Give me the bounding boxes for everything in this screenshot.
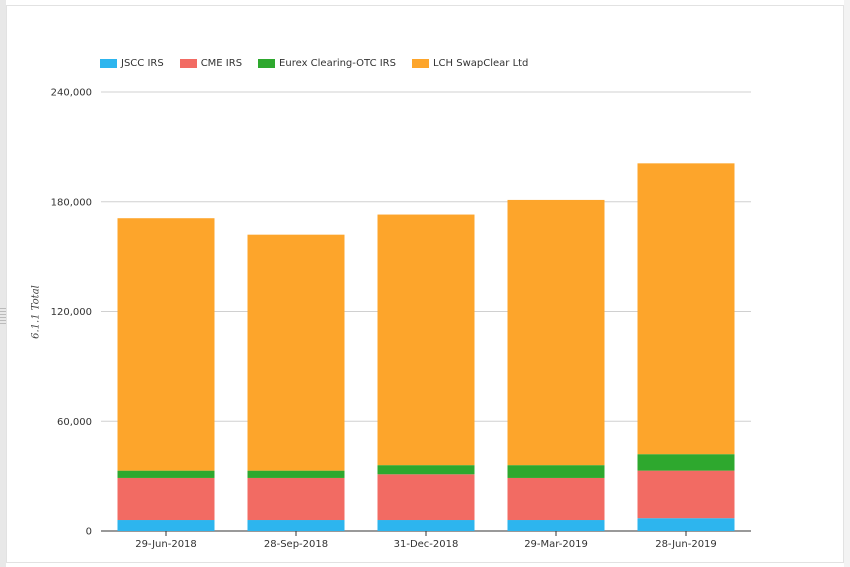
bar-segment <box>377 214 475 466</box>
bar-segment <box>507 465 605 478</box>
bar-segment <box>117 477 215 521</box>
legend-label: JSCC IRS <box>121 58 164 69</box>
legend-swatch <box>411 59 429 68</box>
y-tick-label: 180,000 <box>51 197 92 208</box>
legend-item-lch[interactable]: LCH SwapClear Ltd <box>411 58 529 69</box>
y-tick-label: 0 <box>86 527 92 538</box>
bar-segment <box>117 218 215 471</box>
y-tick-label: 240,000 <box>51 88 92 99</box>
bar-segment <box>637 163 735 455</box>
bar-segment <box>637 454 735 471</box>
resize-handle[interactable] <box>0 308 6 324</box>
right-panel-edge <box>844 0 850 567</box>
y-tick-label: 60,000 <box>57 417 92 428</box>
legend-item-jscc[interactable]: JSCC IRS <box>100 58 164 69</box>
x-tick-label: 28-Sep-2018 <box>264 539 328 550</box>
legend-label: CME IRS <box>200 58 243 69</box>
x-tick-label: 29-Jun-2018 <box>135 539 197 550</box>
x-tick-label: 29-Mar-2019 <box>524 539 588 550</box>
bar-segment <box>507 477 605 521</box>
bar-segment <box>247 477 345 521</box>
bar-segment <box>637 470 735 519</box>
bar-segment <box>117 520 215 531</box>
legend-item-eurex[interactable]: Eurex Clearing-OTC IRS <box>258 58 396 69</box>
bar-segment <box>377 520 475 531</box>
legend-item-cme[interactable]: CME IRS <box>179 58 243 69</box>
bar-segment <box>247 520 345 531</box>
left-panel-edge <box>0 0 6 567</box>
bar-segment <box>117 470 215 478</box>
bar-segment <box>247 470 345 478</box>
bar-segment <box>377 465 475 475</box>
x-tick-label: 28-Jun-2019 <box>655 539 717 550</box>
bar-segment <box>247 234 345 471</box>
legend-label: Eurex Clearing-OTC IRS <box>279 58 396 69</box>
bar-segment <box>507 199 605 466</box>
bar-segment <box>507 520 605 531</box>
bar-segment <box>637 518 735 531</box>
bar-segment <box>377 474 475 521</box>
y-tick-label: 120,000 <box>51 307 92 318</box>
legend-swatch <box>100 59 117 68</box>
legend-label: LCH SwapClear Ltd <box>432 58 529 69</box>
x-tick-label: 31-Dec-2018 <box>394 539 459 550</box>
legend-swatch <box>179 59 197 68</box>
legend-swatch <box>258 59 276 68</box>
chart-legend: JSCC IRS CME IRS Eurex Clearing-OTC IRS … <box>100 58 528 69</box>
